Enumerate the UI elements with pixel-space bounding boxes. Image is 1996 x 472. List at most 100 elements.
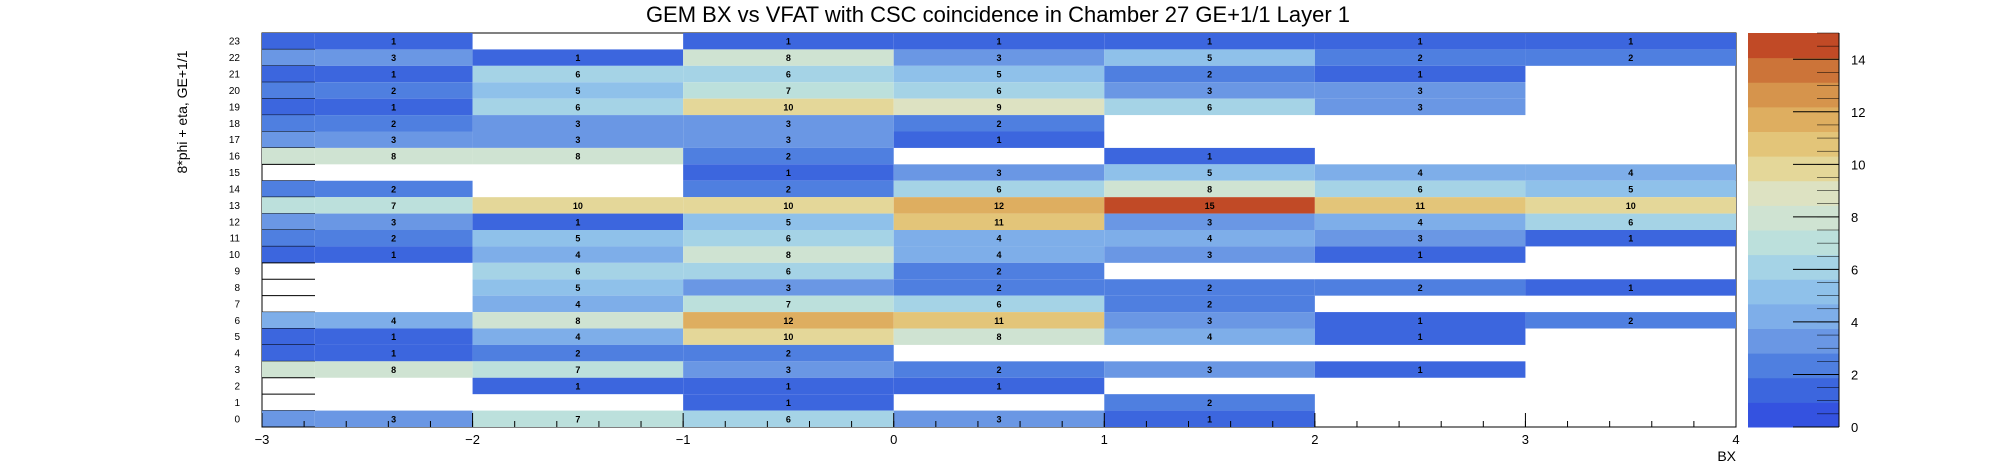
- cell-value-label: 4: [391, 316, 396, 326]
- heatmap-cell: [262, 246, 315, 263]
- heatmap-cell: [314, 65, 473, 83]
- heatmap-cell: [262, 82, 315, 99]
- cell-value-label: 2: [1207, 283, 1212, 293]
- cell-value-label: 3: [1207, 250, 1212, 260]
- heatmap-cell: [472, 49, 684, 66]
- heatmap-cell: [1525, 33, 1736, 50]
- heatmap-cell: [262, 410, 315, 427]
- y-tick-label: 12: [229, 217, 241, 228]
- colorbar-tick-label: 12: [1851, 105, 1865, 120]
- cell-value-label: 9: [996, 102, 1001, 112]
- cell-value-label: 1: [391, 332, 396, 342]
- cell-value-label: 6: [996, 184, 1001, 194]
- cell-value-label: 3: [1207, 217, 1212, 227]
- heatmap-cell: [472, 147, 684, 165]
- y-tick-label: 13: [229, 201, 241, 212]
- colorbar-band: [1748, 328, 1839, 354]
- cell-value-label: 1: [1418, 70, 1423, 80]
- cell-value-label: 2: [575, 349, 580, 359]
- cell-value-label: 2: [1207, 398, 1212, 408]
- heatmap-cell: [1525, 164, 1736, 181]
- cell-value-label: 10: [783, 102, 793, 112]
- heatmap-cell: [1525, 197, 1736, 214]
- heatmap-cell: [1314, 33, 1526, 50]
- cell-value-label: 2: [1418, 283, 1423, 293]
- heatmap-cell: [1525, 213, 1736, 230]
- y-tick-label: 5: [234, 332, 240, 343]
- cell-value-label: 4: [1207, 234, 1212, 244]
- heatmap-cell: [472, 361, 684, 378]
- cell-value-label: 1: [1207, 37, 1212, 47]
- cell-value-label: 3: [1418, 102, 1423, 112]
- cell-value-label: 1: [575, 381, 580, 391]
- cell-value-label: 11: [994, 217, 1004, 227]
- heatmap-cell: [893, 115, 1105, 132]
- y-tick-label: 0: [234, 414, 240, 425]
- heatmap-cell: [1104, 197, 1315, 214]
- cell-value-label: 8: [391, 152, 396, 162]
- heatmap-cell: [472, 279, 684, 296]
- cell-value-label: 2: [996, 119, 1001, 129]
- heatmap-cell: [1104, 279, 1315, 296]
- heatmap-cell: [262, 197, 315, 214]
- cell-value-label: 3: [786, 283, 791, 293]
- heatmap-cell: [683, 65, 894, 83]
- heatmap-cell: [1525, 312, 1736, 329]
- heatmap-cell: [683, 410, 894, 427]
- y-tick-label: 20: [229, 86, 241, 97]
- cell-value-label: 4: [996, 250, 1001, 260]
- cell-value-label: 8: [1207, 184, 1212, 194]
- cell-value-label: 6: [996, 299, 1001, 309]
- cell-value-label: 1: [786, 398, 791, 408]
- colorbar-band: [1748, 57, 1839, 83]
- cell-value-label: 2: [996, 283, 1001, 293]
- heatmap-cell: [1104, 33, 1315, 50]
- heatmap-cell: [1314, 213, 1526, 230]
- heatmap-cell: [893, 361, 1105, 378]
- heatmap-cell: [683, 98, 894, 116]
- cell-value-label: 12: [783, 316, 793, 326]
- heatmap-cell: [314, 246, 473, 263]
- colorbar-band: [1748, 33, 1839, 59]
- heatmap-cell: [1104, 98, 1315, 116]
- heatmap-cell: [1104, 180, 1315, 198]
- cell-value-label: 5: [575, 234, 580, 244]
- cell-value-label: 6: [786, 414, 791, 424]
- heatmap-cell: [893, 131, 1105, 148]
- heatmap-cell: [262, 147, 315, 165]
- cell-value-label: 2: [1628, 316, 1633, 326]
- heatmap-cell: [314, 361, 473, 378]
- heatmap-cell: [472, 131, 684, 148]
- cell-value-label: 5: [1207, 53, 1212, 63]
- colorbar-band: [1748, 106, 1839, 132]
- heatmap-cell: [472, 197, 684, 214]
- cell-value-label: 4: [1418, 217, 1423, 227]
- cell-value-label: 1: [1418, 332, 1423, 342]
- cell-value-label: 2: [1418, 53, 1423, 63]
- heatmap-cell: [683, 394, 894, 411]
- heatmap-cell: [683, 33, 894, 50]
- cell-value-label: 7: [575, 365, 580, 375]
- cell-value-label: 6: [1628, 217, 1633, 227]
- cell-value-label: 10: [783, 332, 793, 342]
- cell-value-label: 1: [1418, 250, 1423, 260]
- cell-value-label: 3: [391, 53, 396, 63]
- cell-value-label: 3: [1207, 316, 1212, 326]
- cell-value-label: 15: [1205, 201, 1215, 211]
- x-tick-label: 0: [890, 432, 897, 447]
- cell-value-label: 4: [1207, 332, 1212, 342]
- heatmap-cell: [1104, 246, 1315, 263]
- cell-value-label: 2: [1207, 70, 1212, 80]
- cell-value-label: 1: [391, 250, 396, 260]
- colorbar-band: [1748, 402, 1839, 428]
- heatmap-cell: [1525, 230, 1736, 247]
- colorbar-band: [1748, 254, 1839, 280]
- heatmap-cell: [472, 213, 684, 230]
- cell-value-label: 5: [575, 283, 580, 293]
- heatmap-cell: [472, 98, 684, 116]
- cell-value-label: 7: [575, 414, 580, 424]
- heatmap-cell: [472, 246, 684, 263]
- y-tick-label: 16: [229, 152, 241, 163]
- heatmap-cell: [1314, 98, 1526, 116]
- heatmap-cell: [472, 65, 684, 83]
